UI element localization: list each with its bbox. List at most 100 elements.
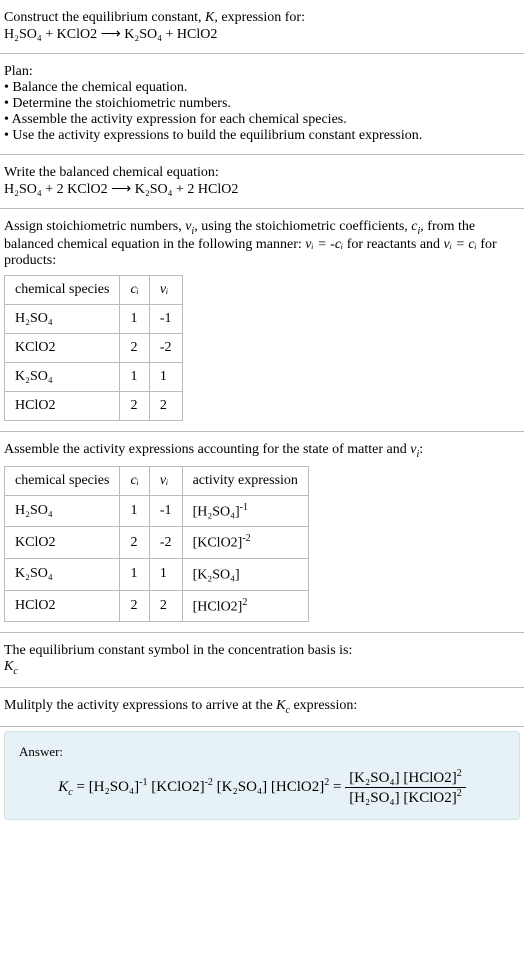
- act-base: [H₂SO₄]: [193, 504, 240, 519]
- symbol-text: The equilibrium constant symbol in the c…: [4, 643, 520, 659]
- answer-label: Answer:: [19, 744, 505, 760]
- act-base: [KClO2]: [193, 536, 243, 551]
- plan-title: Plan:: [4, 64, 520, 80]
- th-activity: activity expression: [182, 466, 308, 495]
- cell: 1: [120, 362, 149, 391]
- cell: HClO2: [5, 391, 120, 420]
- cell: -2: [149, 527, 182, 559]
- plan-item: • Use the activity expressions to build …: [4, 128, 520, 144]
- act-base: [K₂SO₄]: [193, 568, 240, 583]
- intro-text2: , expression for:: [214, 10, 305, 25]
- assign-t: , using the stoichiometric coefficients,: [194, 219, 411, 234]
- assemble-t: Assemble the activity expressions accoun…: [4, 442, 410, 457]
- table-row: H₂SO₄1-1[H₂SO₄]-1: [5, 495, 309, 527]
- intro-equation: H₂SO₄ + KClO2 ⟶ K₂SO₄ + HClO2: [4, 26, 520, 43]
- cell: K₂SO₄: [5, 558, 120, 590]
- cell: 1: [120, 495, 149, 527]
- cell: H₂SO₄: [5, 495, 120, 527]
- n1: [K₂SO₄]: [349, 770, 399, 786]
- eq-lhs: H₂SO₄ + 2 KClO2: [4, 182, 108, 197]
- plan-item: • Balance the chemical equation.: [4, 80, 520, 96]
- cell: [H₂SO₄]-1: [182, 495, 308, 527]
- cell: 2: [149, 391, 182, 420]
- t4: [HClO2]: [271, 779, 324, 795]
- t2: [KClO2]: [151, 779, 204, 795]
- assemble-text: Assemble the activity expressions accoun…: [4, 442, 520, 460]
- table-row: H₂SO₄1-1: [5, 304, 183, 333]
- table-row: HClO222[HClO2]2: [5, 590, 309, 622]
- d2e: 2: [457, 788, 462, 799]
- cell: 2: [120, 590, 149, 622]
- denominator: [H₂SO₄] [KClO2]2: [345, 788, 466, 807]
- K: K: [58, 779, 68, 795]
- act-exp: -2: [242, 533, 250, 544]
- intro-text: Construct the equilibrium constant,: [4, 10, 205, 25]
- assign-text: Assign stoichiometric numbers, νi, using…: [4, 219, 520, 269]
- assemble-t: :: [419, 442, 423, 457]
- cell: -1: [149, 304, 182, 333]
- d1: [H₂SO₄]: [349, 790, 399, 806]
- sub-c: c: [13, 666, 17, 677]
- eq2: =: [329, 779, 345, 795]
- cell: 2: [120, 527, 149, 559]
- table-row: KClO22-2: [5, 333, 183, 362]
- act-exp: -1: [240, 502, 248, 513]
- numerator: [K₂SO₄] [HClO2]2: [345, 768, 466, 788]
- cell: KClO2: [5, 527, 120, 559]
- t3: [K₂SO₄]: [217, 779, 267, 795]
- act-base: [HClO2]: [193, 599, 243, 614]
- cell: 1: [120, 304, 149, 333]
- fraction: [K₂SO₄] [HClO2]2[H₂SO₄] [KClO2]2: [345, 768, 466, 807]
- rel2: νᵢ = cᵢ: [444, 237, 477, 252]
- table-header-row: chemical species cᵢ νᵢ: [5, 275, 183, 304]
- intro-line1: Construct the equilibrium constant, K, e…: [4, 10, 520, 26]
- th-vi: νᵢ: [149, 275, 182, 304]
- table-header-row: chemical species cᵢ νᵢ activity expressi…: [5, 466, 309, 495]
- activity-table: chemical species cᵢ νᵢ activity expressi…: [4, 466, 309, 623]
- th-species: chemical species: [5, 466, 120, 495]
- cell: 2: [120, 333, 149, 362]
- eq-arrow: ⟶: [108, 182, 135, 197]
- eq: =: [73, 779, 89, 795]
- cell: H₂SO₄: [5, 304, 120, 333]
- multiply-section: Mulitply the activity expressions to arr…: [0, 688, 524, 727]
- table-row: K₂SO₄11[K₂SO₄]: [5, 558, 309, 590]
- balanced-equation: H₂SO₄ + 2 KClO2 ⟶ K₂SO₄ + 2 HClO2: [4, 181, 520, 198]
- cell: 1: [149, 558, 182, 590]
- assign-section: Assign stoichiometric numbers, νi, using…: [0, 209, 524, 432]
- t1e: -1: [139, 777, 147, 788]
- act-exp: 2: [242, 597, 247, 608]
- cell: 1: [120, 558, 149, 590]
- d2: [KClO2]: [403, 790, 456, 806]
- eq-lhs: H₂SO₄ + KClO2: [4, 27, 97, 42]
- cell: 2: [149, 590, 182, 622]
- eq-rhs: K₂SO₄ + 2 HClO2: [135, 182, 239, 197]
- intro-section: Construct the equilibrium constant, K, e…: [0, 0, 524, 54]
- K: K: [4, 659, 13, 674]
- mult-t: expression:: [290, 698, 357, 713]
- assemble-section: Assemble the activity expressions accoun…: [0, 432, 524, 633]
- answer-box: Answer: Kc = [H₂SO₄]-1 [KClO2]-2 [K₂SO₄]…: [4, 731, 520, 820]
- cell: -1: [149, 495, 182, 527]
- cell: HClO2: [5, 590, 120, 622]
- assign-t: for reactants and: [343, 237, 443, 252]
- cell: 2: [120, 391, 149, 420]
- th-species: chemical species: [5, 275, 120, 304]
- answer-formula: Kc = [H₂SO₄]-1 [KClO2]-2 [K₂SO₄] [HClO2]…: [19, 768, 505, 807]
- th-ci: cᵢ: [120, 275, 149, 304]
- eq-rhs: K₂SO₄ + HClO2: [124, 27, 217, 42]
- symbol-Kc: Kc: [4, 659, 520, 677]
- plan-item: • Assemble the activity expression for e…: [4, 112, 520, 128]
- balanced-section: Write the balanced chemical equation: H₂…: [0, 155, 524, 209]
- cell: [HClO2]2: [182, 590, 308, 622]
- th-ci: cᵢ: [120, 466, 149, 495]
- rel1: νᵢ = -cᵢ: [305, 237, 343, 252]
- plan-section: Plan: • Balance the chemical equation. •…: [0, 54, 524, 155]
- cell: -2: [149, 333, 182, 362]
- cell: [K₂SO₄]: [182, 558, 308, 590]
- stoich-table: chemical species cᵢ νᵢ H₂SO₄1-1 KClO22-2…: [4, 275, 183, 421]
- t1: [H₂SO₄]: [89, 779, 139, 795]
- assign-t: Assign stoichiometric numbers,: [4, 219, 185, 234]
- K: K: [276, 698, 285, 713]
- eq-arrow: ⟶: [97, 27, 124, 42]
